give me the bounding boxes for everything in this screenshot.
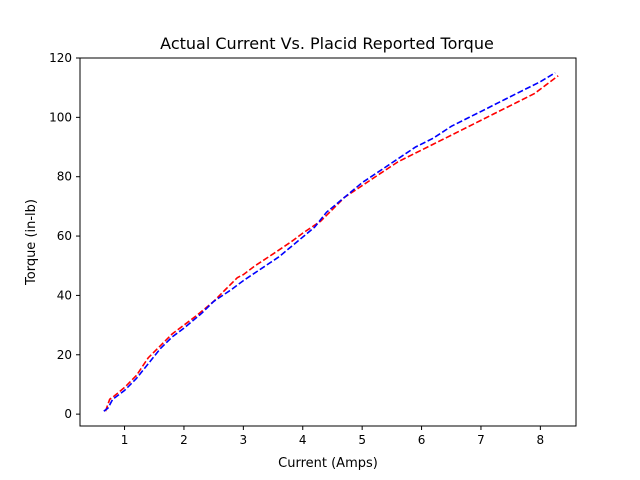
y-tick-label: 40 xyxy=(57,288,72,302)
y-axis-label: Torque (in-lb) xyxy=(24,199,39,286)
x-tick-label: 7 xyxy=(477,433,485,447)
y-axis-ticks: 0 20 40 60 80 100 120 xyxy=(49,51,80,421)
x-tick-label: 4 xyxy=(299,433,307,447)
y-tick-label: 100 xyxy=(49,110,72,124)
y-tick-label: 20 xyxy=(57,348,72,362)
series-line-blue xyxy=(103,72,556,412)
x-tick-label: 1 xyxy=(121,433,129,447)
x-tick-label: 3 xyxy=(240,433,248,447)
plot-area xyxy=(103,72,559,412)
y-tick-label: 120 xyxy=(49,51,72,65)
chart-title: Actual Current Vs. Placid Reported Torqu… xyxy=(160,34,494,53)
x-tick-label: 8 xyxy=(537,433,545,447)
plot-frame xyxy=(79,57,577,427)
x-axis-label: Current (Amps) xyxy=(278,456,378,471)
y-tick-label: 60 xyxy=(57,229,72,243)
x-tick-label: 6 xyxy=(418,433,426,447)
x-axis-ticks: 1 2 3 4 5 6 7 8 xyxy=(121,426,544,447)
x-tick-label: 2 xyxy=(180,433,188,447)
y-tick-label: 0 xyxy=(64,407,72,421)
y-tick-label: 80 xyxy=(57,170,72,184)
x-tick-label: 5 xyxy=(358,433,366,447)
